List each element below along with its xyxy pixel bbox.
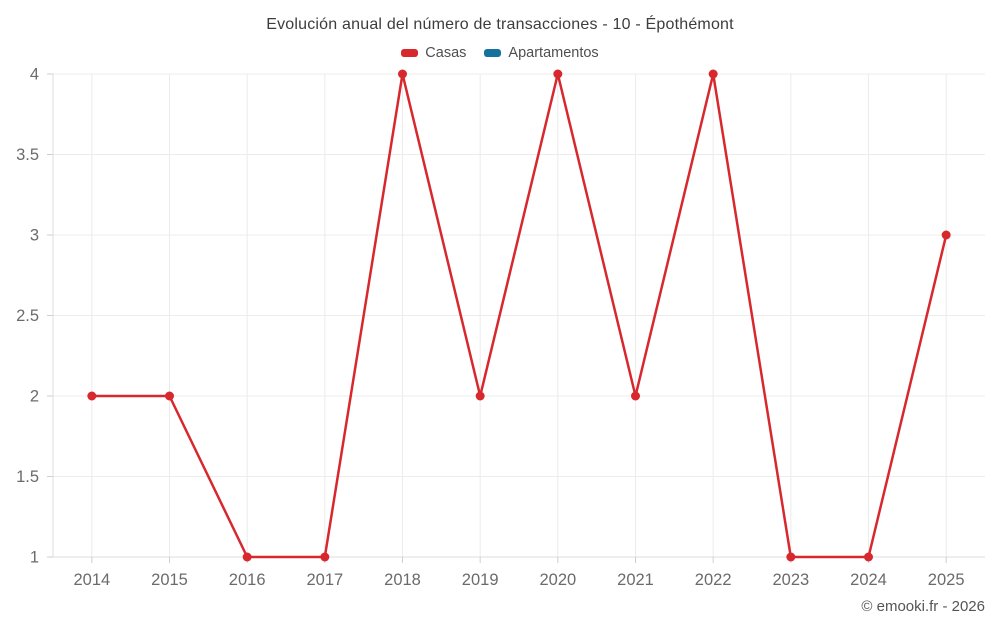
y-axis-tick-label: 4 (30, 66, 39, 84)
copyright-text: © emooki.fr - 2026 (861, 598, 985, 615)
legend: Casas Apartamentos (0, 45, 1000, 61)
x-axis-tick-label: 2019 (462, 571, 499, 589)
y-axis-tick-label: 2 (30, 388, 39, 406)
x-axis-tick-label: 2020 (539, 571, 576, 589)
legend-swatch-casas-icon (401, 49, 419, 57)
series-line-casas (90, 72, 948, 559)
x-axis-tick-label: 2021 (617, 571, 654, 589)
data-point-2016[interactable] (242, 552, 252, 562)
y-axis-tick-label: 3 (30, 227, 39, 245)
x-axis-tick-label: 2018 (384, 571, 421, 589)
data-point-2023[interactable] (786, 552, 796, 562)
y-axis-tick-label: 3.5 (16, 146, 39, 164)
data-point-2020[interactable] (553, 69, 563, 79)
data-point-2024[interactable] (864, 552, 873, 562)
legend-item-casas[interactable]: Casas (401, 45, 466, 61)
chart-title: Evolución anual del número de transaccio… (266, 16, 734, 33)
data-point-2015[interactable] (165, 391, 174, 401)
x-axis-tick-label: 2016 (229, 571, 266, 589)
x-axis-tick-label: 2022 (695, 571, 732, 589)
data-point-2018[interactable] (398, 69, 407, 79)
data-point-2017[interactable] (320, 552, 330, 562)
legend-swatch-apartamentos-icon (484, 49, 502, 57)
data-point-2019[interactable] (475, 391, 485, 401)
x-axis-tick-label: 2025 (928, 571, 965, 589)
x-axis-tick-label: 2023 (772, 571, 809, 589)
y-axis-tick-label: 1.5 (16, 468, 39, 486)
y-axis-tick-label: 2.5 (16, 307, 39, 325)
data-point-2014[interactable] (87, 391, 97, 401)
legend-label-apartamentos: Apartamentos (508, 45, 599, 61)
x-axis-tick-label: 2014 (73, 571, 110, 589)
x-axis-tick-label: 2017 (306, 571, 343, 589)
x-axis-tick-label: 2015 (151, 571, 188, 589)
data-point-2021[interactable] (631, 391, 640, 401)
legend-item-apartamentos[interactable]: Apartamentos (484, 45, 599, 61)
y-axis-tick-label: 1 (30, 549, 39, 567)
data-point-2025[interactable] (941, 230, 951, 240)
data-point-2022[interactable] (708, 69, 718, 79)
legend-label-casas: Casas (425, 45, 467, 61)
x-axis-tick-label: 2024 (850, 571, 887, 589)
